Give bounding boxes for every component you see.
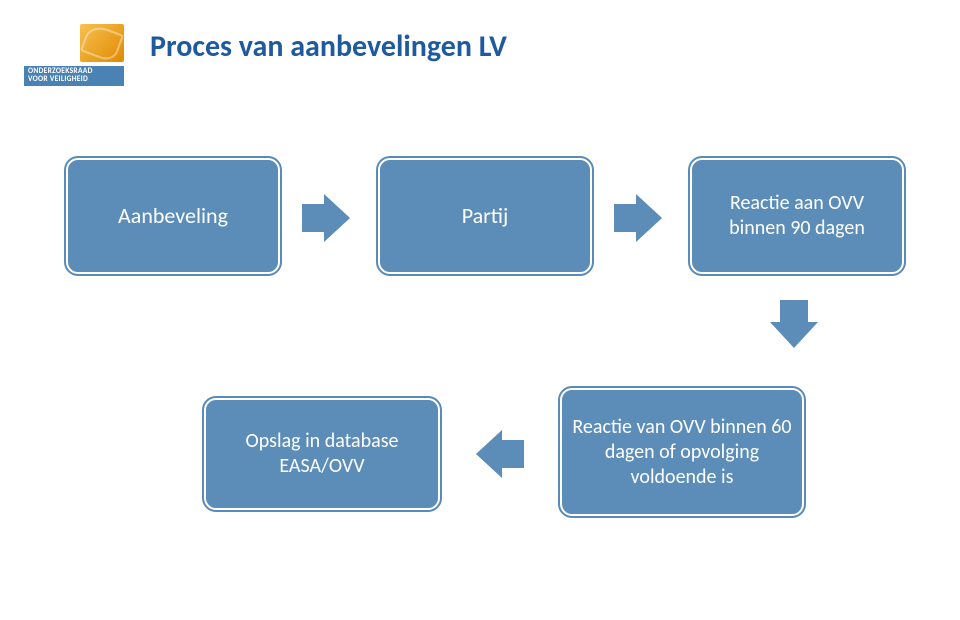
logo-text: ONDERZOEKSRAAD VOOR VEILIGHEID [24, 66, 124, 86]
box-opslag-database-label: Opslag in database EASA/OVV [216, 429, 428, 479]
box-partij: Partij [378, 158, 592, 274]
logo: ONDERZOEKSRAAD VOOR VEILIGHEID [24, 24, 124, 86]
box-opslag-database: Opslag in database EASA/OVV [204, 398, 440, 510]
box-reactie-van-ovv: Reactie van OVV binnen 60 dagen of opvol… [560, 388, 804, 516]
box-reactie-aan-ovv: Reactie aan OVV binnen 90 dagen [690, 158, 904, 274]
box-partij-label: Partij [462, 202, 509, 230]
logo-line2: VOOR VEILIGHEID [28, 76, 120, 84]
arrow-2-icon [614, 194, 662, 242]
logo-mark-icon [80, 24, 124, 62]
arrow-4-icon [476, 430, 524, 478]
box-aanbeveling: Aanbeveling [66, 158, 280, 274]
box-reactie-van-ovv-label: Reactie van OVV binnen 60 dagen of opvol… [572, 415, 792, 490]
page-title: Proces van aanbevelingen LV [150, 28, 507, 65]
arrow-1-icon [302, 194, 350, 242]
arrow-3-icon [770, 300, 818, 348]
box-aanbeveling-label: Aanbeveling [118, 202, 228, 230]
box-reactie-aan-ovv-label: Reactie aan OVV binnen 90 dagen [702, 191, 892, 241]
